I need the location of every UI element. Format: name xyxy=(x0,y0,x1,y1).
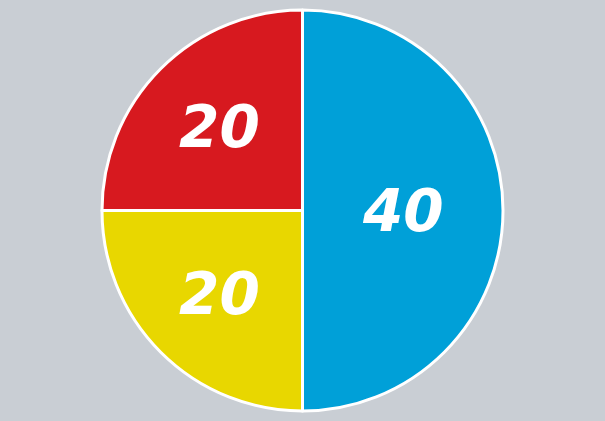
svg-text:20: 20 xyxy=(179,93,260,161)
svg-text:40: 40 xyxy=(362,177,444,245)
svg-text:20: 20 xyxy=(179,260,260,328)
